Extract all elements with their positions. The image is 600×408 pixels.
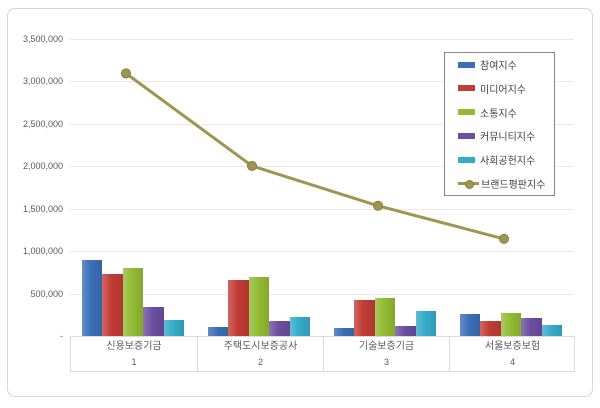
x-axis-category-3: 기술보증기금 3: [323, 337, 449, 371]
bar-communication: [500, 313, 522, 336]
gridline: [70, 251, 574, 253]
bar-participation: [82, 260, 103, 336]
bar-media: [354, 300, 375, 336]
bar-participation: [208, 326, 229, 336]
bar-participation: [334, 327, 355, 336]
category-label: 신용보증기금: [106, 341, 162, 352]
category-label: 서울보증보험: [484, 341, 541, 352]
bar-social-contribution: [415, 311, 436, 336]
line-marker: [121, 68, 131, 79]
legend-swatch-social-contribution: [458, 156, 475, 163]
category-label: 기술보증기금: [358, 341, 415, 352]
y-axis-tick-label: 3,500,000: [22, 34, 63, 44]
category-rank: 1: [131, 357, 137, 367]
bar-community: [269, 320, 290, 336]
x-axis-category-4: 서울보증보험 4: [449, 337, 575, 371]
y-axis-tick-label: 2,500,000: [22, 118, 63, 129]
legend-item-media: 미디어지수: [458, 77, 554, 101]
bar-social-contribution: [289, 317, 310, 336]
y-axis-tick-label: 1,500,000: [22, 203, 63, 214]
bar-media: [228, 279, 249, 336]
bar-media: [102, 274, 123, 336]
legend-line-marker-icon: [465, 179, 474, 189]
legend-swatch-communication: [458, 109, 475, 116]
category-rank: 2: [257, 357, 263, 367]
legend-line-swatch: [458, 179, 479, 189]
legend-swatch-participation: [458, 61, 475, 68]
bar-communication: [248, 277, 270, 336]
legend-label: 소통지수: [480, 108, 517, 120]
bar-social-contribution: [163, 319, 184, 336]
bar-participation: [460, 313, 481, 336]
x-axis-category-1: 신용보증기금 1: [71, 337, 197, 371]
y-axis-tick-label: -: [60, 331, 63, 341]
category-rank: 3: [383, 357, 389, 367]
bar-community: [143, 307, 164, 336]
bar-social-contribution: [541, 324, 562, 336]
gridline: [70, 208, 574, 210]
legend-item-community: 커뮤니티지수: [458, 124, 554, 148]
gridline: [70, 39, 574, 40]
x-axis-category-2: 주택도시보증공사 2: [197, 337, 323, 371]
category-rank: 4: [509, 357, 515, 367]
bar-community: [395, 325, 416, 336]
chart-frame: - 500,000 1,000,000 1,500,000 2,000,000 2,500…: [7, 8, 593, 397]
bar-media: [480, 320, 501, 336]
legend-item-social-contribution: 사회공헌지수: [458, 148, 554, 172]
legend-swatch-community: [458, 132, 475, 139]
x-axis: 신용보증기금 1 주택도시보증공사 2 기술보증기금 3 서울보증보험 4: [70, 336, 575, 372]
y-axis-tick-label: 3,000,000: [22, 76, 63, 87]
bar-community: [521, 318, 542, 336]
y-axis-tick-label: 1,000,000: [22, 246, 63, 257]
gridline: [70, 293, 574, 295]
bar-communication: [122, 268, 144, 336]
legend-item-participation: 참여지수: [458, 53, 554, 77]
bar-communication: [374, 297, 396, 336]
legend-label: 미디어지수: [480, 84, 526, 96]
y-axis-tick-label: 2,000,000: [22, 161, 63, 172]
legend-item-communication: 소통지수: [458, 100, 554, 124]
legend-swatch-media: [458, 85, 475, 92]
legend-label: 브랜드평판지수: [481, 179, 546, 191]
legend-item-brand-reputation: 브랜드평판지수: [458, 171, 554, 195]
y-axis-tick-label: 500,000: [30, 288, 63, 299]
legend-label: 커뮤니티지수: [480, 132, 536, 144]
legend-label: 사회공헌지수: [480, 156, 536, 167]
legend-label: 참여지수: [480, 61, 517, 73]
category-label: 주택도시보증공사: [223, 341, 298, 352]
line-marker: [499, 233, 509, 244]
